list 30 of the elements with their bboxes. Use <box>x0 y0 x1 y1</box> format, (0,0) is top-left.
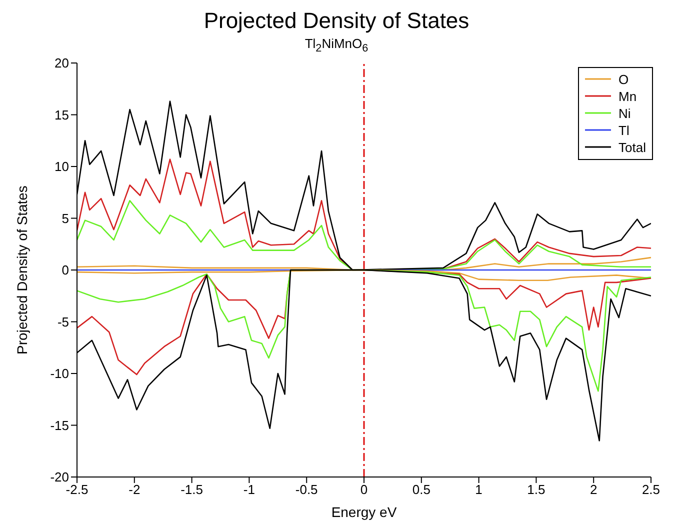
y-tick-label: -20 <box>50 469 69 484</box>
legend-label: Ni <box>618 104 631 122</box>
x-tick-label: -1.5 <box>180 482 204 497</box>
legend-label: O <box>618 70 629 88</box>
legend-label: Total <box>618 138 646 156</box>
legend-label: Tl <box>618 122 630 139</box>
y-tick-label: -10 <box>50 366 69 381</box>
y-tick-label: -5 <box>57 314 69 329</box>
y-tick-label: -15 <box>50 417 69 432</box>
y-tick-label: 5 <box>62 210 69 226</box>
x-tick-label: 2.5 <box>642 482 660 497</box>
y-tick-label: 0 <box>62 262 69 278</box>
y-tick-label: 10 <box>54 158 69 174</box>
y-tick-label: 20 <box>54 55 69 70</box>
y-axis-title: Projected Density of States <box>14 185 30 354</box>
x-tick-label: 1.5 <box>527 482 546 497</box>
x-tick-label: 1 <box>475 482 482 497</box>
x-axis-title: Energy eV <box>331 504 398 520</box>
x-tick-label: 0 <box>360 482 368 497</box>
chart-title: Projected Density of States <box>202 8 470 34</box>
x-tick-label: 0.5 <box>412 482 430 497</box>
x-tick-label: -2 <box>128 482 140 497</box>
legend-label: Mn <box>618 88 637 105</box>
x-tick-label: -2.5 <box>66 482 88 497</box>
x-tick-label: -0.5 <box>295 482 318 497</box>
y-tick-label: 15 <box>54 106 69 122</box>
x-tick-label: 2 <box>590 482 598 497</box>
chart-subtitle: Tl$_{2}$NiMnO$_{6}$ <box>304 36 370 55</box>
x-tick-label: -1 <box>243 482 255 497</box>
line-series <box>77 158 651 270</box>
